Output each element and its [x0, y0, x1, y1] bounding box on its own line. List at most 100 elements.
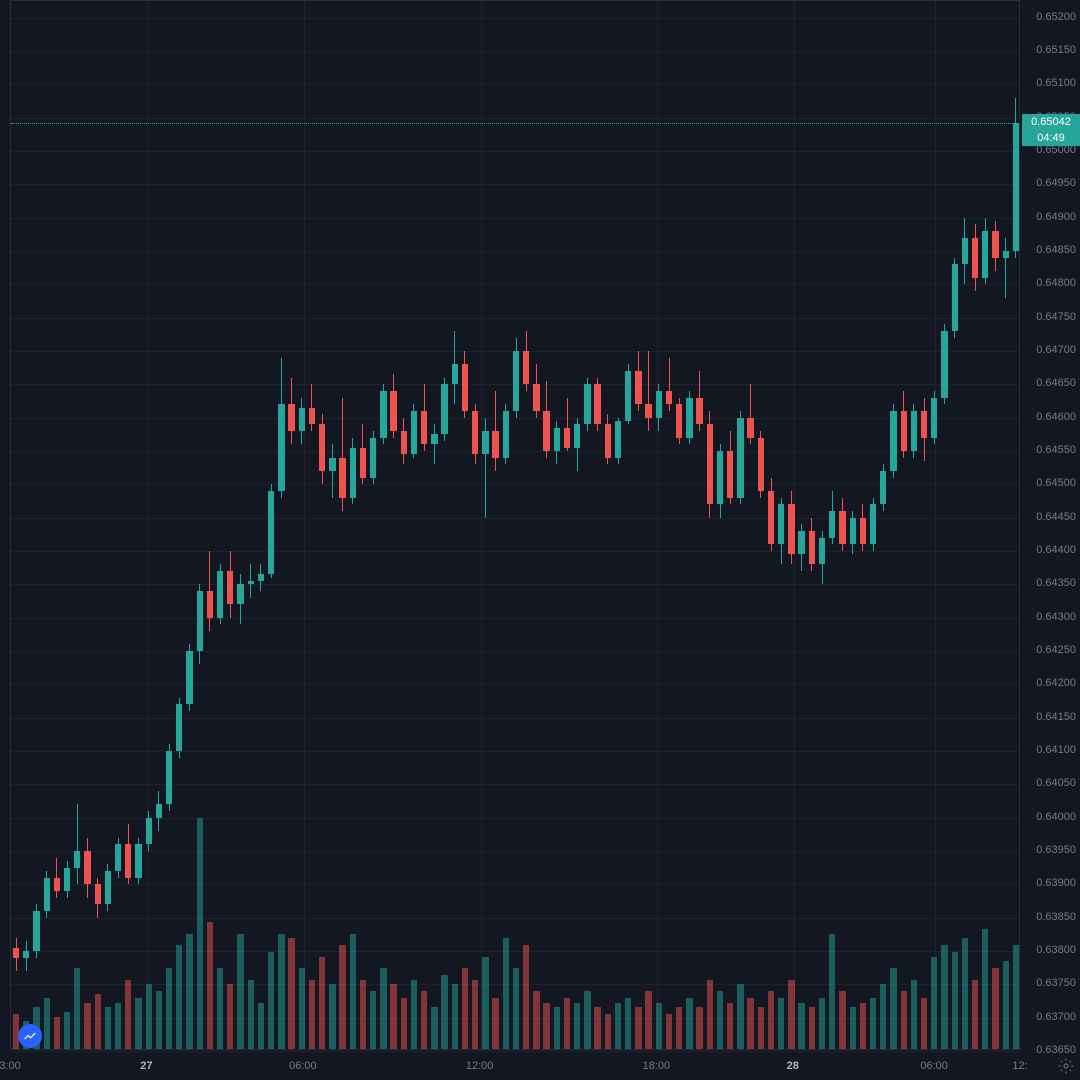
candle-body — [278, 404, 284, 491]
volume-bar — [615, 1003, 621, 1049]
volume-bar — [686, 998, 692, 1049]
candle-body — [992, 231, 998, 258]
candle-body — [54, 878, 60, 891]
volume-bar — [747, 998, 753, 1049]
candle-body — [217, 571, 223, 618]
candle-body — [819, 538, 825, 565]
volume-bar — [952, 952, 958, 1049]
candlestick-chart[interactable] — [10, 0, 1020, 1050]
candle-body — [839, 511, 845, 544]
volume-bar — [870, 998, 876, 1049]
candle-body — [135, 844, 141, 877]
volume-bar — [829, 934, 835, 1050]
price-axis-label: 0.64900 — [1036, 211, 1076, 223]
volume-bar — [656, 1003, 662, 1049]
candle-body — [911, 411, 917, 451]
price-axis-label: 0.64500 — [1036, 477, 1076, 489]
price-axis-label: 0.64600 — [1036, 411, 1076, 423]
volume-bar — [605, 1014, 611, 1049]
volume-bar — [778, 998, 784, 1049]
price-axis-label: 0.64400 — [1036, 544, 1076, 556]
candle-wick — [77, 804, 78, 884]
candle-body — [727, 451, 733, 498]
volume-bar — [992, 968, 998, 1049]
volume-bar — [360, 980, 366, 1049]
gridline-horizontal — [11, 918, 1019, 919]
volume-bar — [278, 934, 284, 1050]
gridline-horizontal — [11, 118, 1019, 119]
candle-body — [523, 351, 529, 384]
volume-bar — [125, 980, 131, 1049]
settings-icon[interactable] — [1058, 1058, 1074, 1074]
volume-bar — [319, 957, 325, 1049]
gridline-horizontal — [11, 718, 1019, 719]
candle-body — [401, 431, 407, 454]
candle-body — [972, 238, 978, 278]
gridline-horizontal — [11, 684, 1019, 685]
candle-body — [676, 404, 682, 437]
volume-bar — [350, 934, 356, 1050]
volume-bar — [166, 968, 172, 1049]
time-axis-label: 3:00 — [0, 1060, 21, 1072]
candle-body — [645, 404, 651, 417]
volume-bar — [401, 998, 407, 1049]
gridline-horizontal — [11, 151, 1019, 152]
price-axis-label: 0.64100 — [1036, 744, 1076, 756]
volume-bar — [339, 945, 345, 1049]
volume-bar — [890, 968, 896, 1049]
time-axis-label: 12:00 — [466, 1060, 494, 1072]
volume-bar — [74, 968, 80, 1049]
candle-body — [758, 438, 764, 491]
time-axis[interactable]: 3:002706:0012:0018:002806:0012: — [10, 1050, 1020, 1080]
gridline-horizontal — [11, 484, 1019, 485]
candle-body — [635, 371, 641, 404]
time-axis-label: 06:00 — [920, 1060, 948, 1072]
price-axis[interactable]: 0.652000.651500.651000.650500.650000.649… — [1020, 0, 1080, 1050]
candle-body — [584, 384, 590, 424]
volume-bar — [105, 1007, 111, 1049]
volume-bar — [268, 952, 274, 1049]
candle-body — [105, 871, 111, 904]
candle-body — [299, 408, 305, 431]
candle-body — [166, 751, 172, 804]
volume-bar — [931, 957, 937, 1049]
volume-bar — [44, 998, 50, 1049]
candle-wick — [648, 351, 649, 431]
gridline-horizontal — [11, 618, 1019, 619]
candle-wick — [332, 444, 333, 497]
candle-body — [125, 844, 131, 877]
volume-bar — [584, 991, 590, 1049]
candle-body — [380, 391, 386, 438]
volume-bar — [594, 1007, 600, 1049]
price-axis-label: 0.65200 — [1036, 11, 1076, 23]
volume-bar — [717, 991, 723, 1049]
tradingview-logo-icon[interactable] — [18, 1024, 42, 1048]
volume-bar — [972, 980, 978, 1049]
candle-body — [482, 431, 488, 454]
candle-body — [207, 591, 213, 618]
volume-bar — [839, 991, 845, 1049]
candle-body — [707, 424, 713, 504]
volume-bar — [543, 1003, 549, 1049]
candle-body — [44, 878, 50, 911]
candle-body — [890, 411, 896, 471]
candle-body — [1003, 251, 1009, 258]
time-axis-label: 12: — [1012, 1060, 1027, 1072]
volume-bar — [95, 994, 101, 1049]
volume-bar — [441, 975, 447, 1049]
candle-body — [941, 331, 947, 398]
volume-bar — [768, 991, 774, 1049]
volume-bar — [564, 998, 570, 1049]
candle-wick — [434, 424, 435, 464]
volume-bar — [707, 980, 713, 1049]
candle-body — [146, 818, 152, 845]
volume-bar — [411, 980, 417, 1049]
gridline-horizontal — [11, 318, 1019, 319]
candle-body — [95, 884, 101, 904]
volume-bar — [523, 945, 529, 1049]
volume-bar — [472, 980, 478, 1049]
time-axis-label: 27 — [140, 1060, 152, 1072]
price-axis-label: 0.64000 — [1036, 811, 1076, 823]
volume-bar — [492, 998, 498, 1049]
gridline-horizontal — [11, 451, 1019, 452]
